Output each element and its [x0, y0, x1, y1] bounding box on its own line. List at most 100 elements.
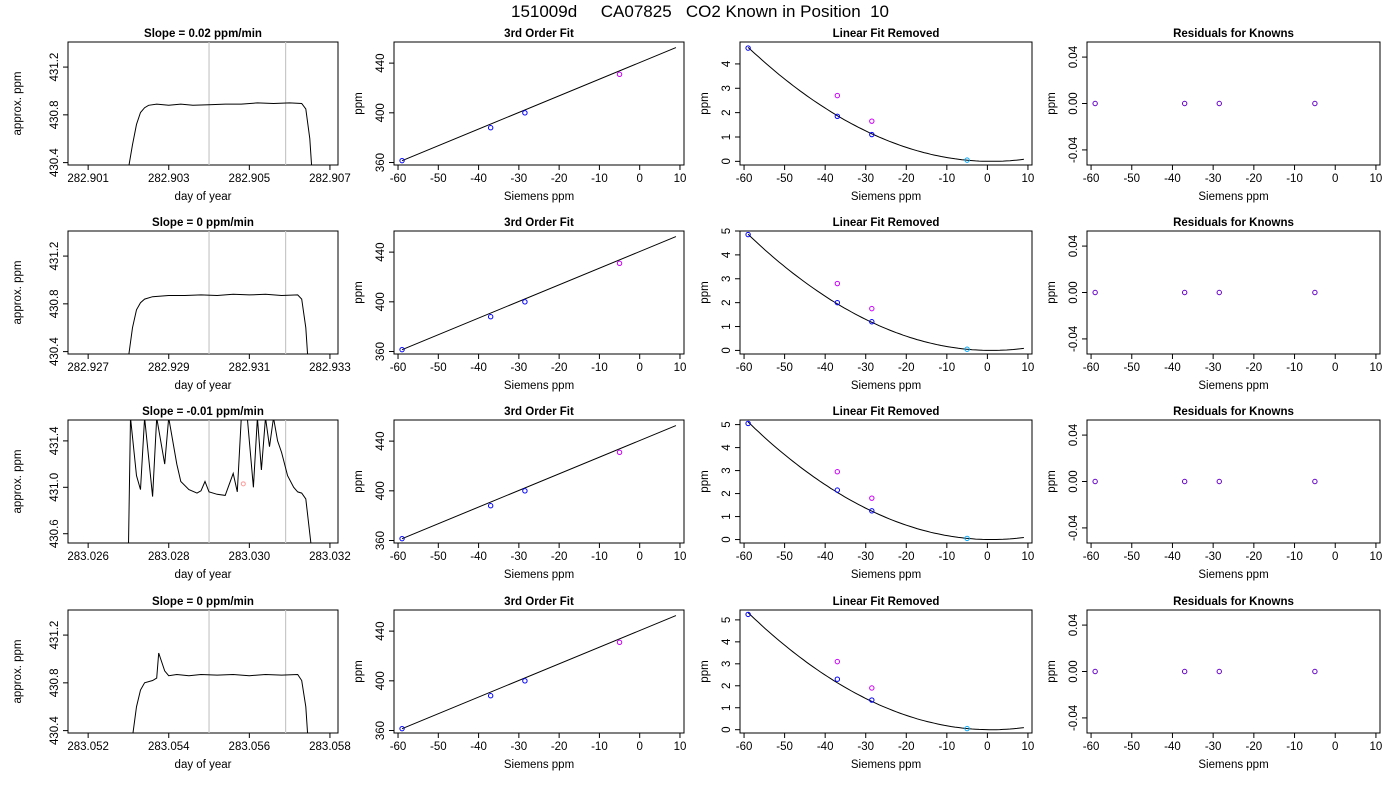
plot-frame [739, 419, 1033, 544]
x-tick-label: -30 [857, 173, 874, 185]
page-title: 151009d CA07825 CO2 Known in Position 10 [510, 2, 890, 21]
data-point [616, 260, 623, 267]
chart-panel: Linear Fit Removed -60 -50 -40 -30 -20 -10 0 10 0… [699, 28, 1034, 203]
data-point [616, 71, 623, 78]
y-tick-label: 400 [375, 103, 387, 122]
x-tick-label: -20 [898, 551, 915, 563]
plot-frame [1086, 419, 1381, 544]
data-point [1216, 289, 1222, 296]
x-tick-label: -20 [1246, 551, 1263, 563]
plot-data [745, 611, 1024, 732]
y-tick-label: 430.8 [49, 668, 61, 697]
y-tick-label: 3 [721, 661, 733, 667]
y-tick-label: 430.8 [49, 100, 61, 129]
plot-data [1092, 100, 1318, 107]
x-tick-label: 0 [636, 741, 642, 753]
chart-panel: Linear Fit Removed -60 -50 -40 -30 -20 -10 0 10 0… [699, 596, 1034, 771]
ppm-trace-line [132, 652, 309, 733]
plot-frame [1086, 41, 1381, 166]
chart-panel: Slope = 0 ppm/min 282.927 282.929 282.931 28… [12, 217, 351, 392]
x-tick-label: -30 [511, 551, 528, 563]
data-point [399, 157, 405, 164]
y-tick-label: 0.00 [1068, 660, 1080, 682]
y-tick-label: 440 [375, 243, 387, 262]
x-tick-label: -40 [1164, 173, 1181, 185]
x-tick-label: 283.030 [229, 551, 271, 563]
y-tick-label: 431.2 [49, 242, 61, 271]
chart-title: Slope = 0 ppm/min [152, 596, 254, 608]
chart-title: Residuals for Knowns [1173, 28, 1294, 40]
data-point [487, 693, 494, 699]
y-tick-label: 0.04 [1068, 613, 1080, 636]
y-tick-label: 430.4 [49, 148, 61, 177]
x-tick-label: -50 [430, 173, 447, 185]
fit-curve [747, 233, 1024, 351]
x-tick-label: 282.901 [67, 173, 109, 185]
data-point [399, 725, 405, 732]
x-tick-label: -20 [898, 362, 915, 374]
chart-panel: 3rd Order Fit -60 -50 -40 -30 -20 -10 0 10 360 400… [353, 217, 686, 392]
x-tick-label: -60 [1083, 362, 1100, 374]
y-tick-label: 0 [721, 347, 733, 353]
x-tick-label: -40 [817, 551, 834, 563]
fit-line [401, 425, 677, 540]
data-point [964, 157, 970, 163]
y-tick-label: 0 [721, 727, 733, 733]
x-tick-label: -10 [939, 173, 956, 185]
x-tick-label: -60 [736, 362, 753, 374]
x-tick-label: -40 [1164, 362, 1181, 374]
x-tick-label: -30 [1205, 741, 1222, 753]
chart-panel: Residuals for Knowns -60 -50 -40 -30 -20 -10 0 1… [1046, 28, 1382, 203]
data-point [745, 420, 751, 427]
chart-panel: Residuals for Knowns -60 -50 -40 -30 -20 -10 0 1… [1046, 596, 1382, 771]
x-tick-label: -40 [817, 741, 834, 753]
y-tick-label: -0.04 [1068, 514, 1080, 541]
y-tick-label: 2 [721, 683, 733, 689]
y-tick-label: 5 [721, 617, 733, 623]
y-tick-label: 431.2 [49, 621, 61, 650]
x-tick-label: -40 [1164, 741, 1181, 753]
y-tick-label: 430.4 [49, 716, 61, 745]
y-tick-label: 440 [375, 432, 387, 451]
x-tick-label: -10 [591, 362, 608, 374]
x-tick-label: -50 [1123, 362, 1140, 374]
chart-title: 3rd Order Fit [504, 596, 574, 608]
data-point [1312, 289, 1318, 296]
y-tick-label: 3 [721, 467, 733, 473]
data-point [1181, 668, 1188, 675]
x-tick-label: -20 [551, 173, 568, 185]
y-tick-label: 440 [375, 622, 387, 641]
x-tick-label: -40 [470, 551, 487, 563]
y-tick-label: 0 [721, 158, 733, 164]
data-point [869, 118, 875, 124]
data-point [834, 676, 841, 682]
y-tick-label: 0.00 [1068, 92, 1080, 114]
chart-title: 3rd Order Fit [504, 406, 574, 418]
x-axis-label: Siemens ppm [1198, 569, 1268, 581]
x-tick-label: -40 [817, 173, 834, 185]
x-tick-label: 0 [984, 551, 990, 563]
x-tick-label: 10 [674, 173, 687, 185]
y-axis-label: ppm [353, 470, 365, 492]
x-tick-label: 10 [1022, 741, 1035, 753]
data-point [869, 685, 875, 691]
y-axis-label: ppm [353, 92, 365, 114]
chart-panel: 3rd Order Fit -60 -50 -40 -30 -20 -10 0 10 360 400… [353, 28, 686, 203]
chart-panel: Residuals for Knowns -60 -50 -40 -30 -20 -10 0 1… [1046, 217, 1382, 392]
x-axis-label: Siemens ppm [1198, 191, 1268, 203]
y-axis-label: ppm [699, 281, 711, 303]
x-tick-label: 282.927 [67, 362, 109, 374]
x-tick-label: 282.907 [309, 173, 351, 185]
x-tick-label: -50 [1123, 173, 1140, 185]
ppm-trace-line [128, 102, 313, 165]
data-point [487, 314, 494, 320]
x-tick-label: -30 [511, 741, 528, 753]
plot-data [745, 45, 1024, 163]
outlier-point [240, 481, 246, 487]
x-tick-label: -50 [430, 551, 447, 563]
plot-data [128, 231, 309, 354]
x-tick-label: -60 [736, 173, 753, 185]
data-point [869, 508, 875, 514]
x-axis-label: Siemens ppm [851, 191, 921, 203]
y-tick-label: 5 [721, 421, 733, 427]
